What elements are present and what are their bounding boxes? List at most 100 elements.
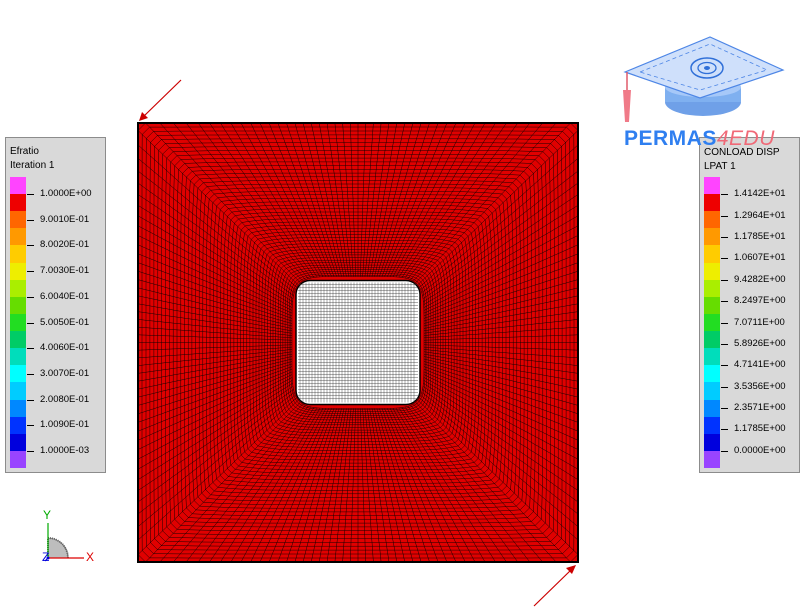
legend-tick: [27, 296, 34, 298]
legend-swatch: [704, 399, 720, 418]
permas-logo-text: PERMAS4EDU: [624, 127, 775, 151]
legend-swatch: [10, 262, 26, 281]
legend-swatch: [704, 331, 720, 349]
fe-mesh: [137, 122, 579, 563]
legend-subtitle: LPAT 1: [704, 161, 736, 172]
logo-name-part1: PERMAS: [624, 127, 717, 150]
legend-tick: [721, 386, 728, 388]
legend-tick: [721, 301, 728, 303]
legend-tick: [27, 399, 34, 401]
legend-label: 2.0080E-01: [40, 393, 90, 405]
legend-swatch: [704, 194, 720, 212]
efratio-legend: Efratio Iteration 1 1.0000E+00 9.0010E-01…: [5, 137, 106, 473]
legend-swatch: [704, 433, 720, 452]
legend-swatch: [10, 348, 26, 366]
legend-label: 1.1785E+00: [734, 423, 786, 435]
legend-swatch: [10, 279, 26, 298]
legend-label: 3.0070E-01: [40, 367, 90, 379]
legend-label: 1.0000E+00: [40, 188, 92, 200]
legend-tick: [27, 348, 34, 350]
legend-label: 4.7141E+00: [734, 359, 786, 371]
legend-label: 1.1785E+01: [734, 230, 786, 242]
legend-label: 8.2497E+00: [734, 295, 786, 307]
legend-swatch: [10, 365, 26, 383]
legend-label: 9.4282E+00: [734, 273, 786, 285]
axis-label-y: Y: [43, 508, 52, 522]
logo-name-part2: 4EDU: [716, 127, 775, 150]
legend-label: 4.0060E-01: [40, 342, 90, 354]
legend-swatch: [10, 177, 26, 195]
legend-label: 6.0040E-01: [40, 290, 90, 302]
legend-tick: [721, 322, 728, 324]
legend-tick: [721, 408, 728, 410]
legend-tick: [721, 365, 728, 367]
legend-swatch: [704, 348, 720, 366]
legend-swatch: [10, 399, 26, 418]
legend-label: 9.0010E-01: [40, 213, 90, 225]
legend-swatch: [10, 450, 26, 469]
legend-swatch: [10, 194, 26, 212]
legend-swatch: [10, 416, 26, 435]
legend-swatch: [704, 211, 720, 229]
legend-label: 7.0711E+00: [734, 316, 785, 328]
conload-disp-legend: CONLOAD DISP LPAT 1 1.4142E+01 1.2964E+01…: [699, 137, 800, 473]
legend-subtitle: Iteration 1: [10, 160, 55, 171]
legend-title: CONLOAD DISP: [704, 147, 780, 158]
legend-label: 5.0050E-01: [40, 316, 90, 328]
legend-swatch: [704, 416, 720, 435]
load-arrow-top: [139, 79, 182, 121]
legend-tick: [27, 219, 34, 221]
legend-swatch: [10, 382, 26, 401]
legend-label: 1.0090E-01: [40, 419, 90, 431]
legend-label: 5.8926E+00: [734, 337, 786, 349]
legend-label: 1.0607E+01: [734, 252, 786, 264]
legend-label: 8.0020E-01: [40, 239, 90, 251]
legend-label: 0.0000E+00: [734, 444, 786, 456]
legend-swatch: [10, 228, 26, 246]
legend-swatch: [704, 313, 720, 332]
legend-tick: [721, 258, 728, 260]
legend-title: Efratio: [10, 146, 39, 157]
legend-swatch: [10, 331, 26, 349]
legend-label: 1.0000E-03: [40, 444, 90, 456]
legend-tick: [721, 279, 728, 281]
legend-tick: [27, 450, 34, 452]
legend-tick: [721, 194, 728, 196]
graduation-cap-icon: [623, 36, 785, 122]
legend-swatch: [704, 382, 720, 401]
legend-tick: [27, 373, 34, 375]
legend-tick: [721, 236, 728, 238]
legend-tick: [27, 194, 34, 196]
legend-tick: [721, 429, 728, 431]
legend-tick: [27, 322, 34, 324]
legend-tick: [721, 343, 728, 345]
legend-swatch: [704, 365, 720, 383]
axis-label-x: X: [86, 550, 95, 564]
legend-swatch: [704, 245, 720, 264]
legend-swatch: [10, 211, 26, 229]
legend-tick: [27, 271, 34, 273]
axis-label-z: Z: [42, 550, 50, 564]
legend-tick: [721, 215, 728, 217]
legend-swatch: [704, 177, 720, 195]
legend-swatch: [10, 245, 26, 264]
legend-swatch: [704, 279, 720, 298]
legend-tick: [27, 425, 34, 427]
legend-swatch: [704, 296, 720, 315]
legend-tick: [721, 450, 728, 452]
legend-swatch: [704, 228, 720, 246]
legend-swatch: [10, 433, 26, 452]
legend-tick: [27, 245, 34, 247]
legend-label: 1.4142E+01: [734, 188, 786, 200]
legend-swatch: [10, 313, 26, 332]
legend-label: 1.2964E+01: [734, 209, 786, 221]
legend-swatch: [704, 262, 720, 281]
axis-triad-icon: [44, 523, 84, 562]
legend-label: 7.0030E-01: [40, 265, 90, 277]
legend-label: 2.3571E+00: [734, 402, 786, 414]
legend-label: 3.5356E+00: [734, 380, 786, 392]
load-arrow-bottom: [533, 565, 576, 607]
legend-swatch: [10, 296, 26, 315]
legend-swatch: [704, 450, 720, 469]
